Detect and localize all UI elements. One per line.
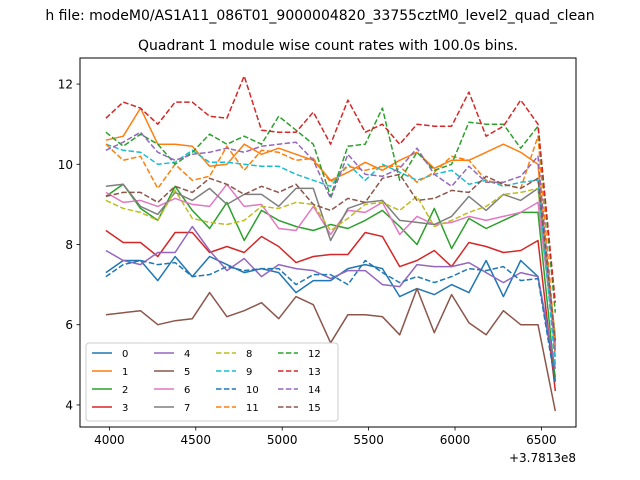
- legend-label-5: 5: [184, 367, 190, 378]
- x-tick-label: 6500: [526, 433, 557, 447]
- series-line-10: [105, 259, 557, 384]
- legend-label-6: 6: [184, 385, 190, 396]
- x-offset-label: +3.7813e8: [509, 451, 576, 465]
- axes-frame: [79, 57, 577, 428]
- series-line-6: [105, 183, 557, 347]
- legend-label-8: 8: [246, 349, 252, 360]
- y-tick-label: 4: [65, 398, 73, 412]
- chart-title: Quadrant 1 module wise count rates with …: [138, 38, 518, 54]
- x-tick-label: 4500: [181, 433, 212, 447]
- series-line-1: [105, 107, 557, 357]
- legend-label-15: 15: [308, 403, 321, 414]
- y-tick-label: 8: [65, 238, 73, 252]
- legend-label-1: 1: [122, 367, 128, 378]
- legend-label-14: 14: [308, 385, 321, 396]
- series-line-0: [105, 255, 557, 378]
- figure-suptitle: h file: modeM0/AS1A11_086T01_9000004820_…: [45, 8, 594, 24]
- series-line-14: [105, 131, 557, 351]
- y-tick-label: 10: [58, 158, 73, 172]
- series-line-15: [105, 173, 557, 341]
- x-tick-label: 6000: [440, 433, 471, 447]
- legend-label-3: 3: [122, 403, 128, 414]
- x-tick-label: 5500: [353, 433, 384, 447]
- series-line-3: [105, 229, 557, 391]
- legend-label-9: 9: [246, 367, 252, 378]
- y-tick-label: 6: [65, 318, 73, 332]
- y-axis: 4 6 8 10 12: [58, 78, 80, 412]
- series-line-11: [105, 135, 557, 345]
- legend-label-11: 11: [246, 403, 259, 414]
- series-line-13: [105, 75, 557, 303]
- legend-label-4: 4: [184, 349, 190, 360]
- legend-label-2: 2: [122, 385, 128, 396]
- legend-label-0: 0: [122, 349, 128, 360]
- series-line-8: [105, 187, 557, 335]
- x-tick-label: 5000: [267, 433, 298, 447]
- legend-box: [85, 342, 339, 422]
- x-axis: 4000 4500 5000 5500 6000 6500: [94, 427, 557, 447]
- legend-label-7: 7: [184, 403, 190, 414]
- legend-label-12: 12: [308, 349, 321, 360]
- legend-label-10: 10: [246, 385, 259, 396]
- y-tick-label: 12: [58, 78, 73, 92]
- series-line-7: [105, 183, 557, 339]
- series-line-12: [105, 107, 557, 313]
- x-tick-label: 4000: [94, 433, 125, 447]
- legend-label-13: 13: [308, 367, 321, 378]
